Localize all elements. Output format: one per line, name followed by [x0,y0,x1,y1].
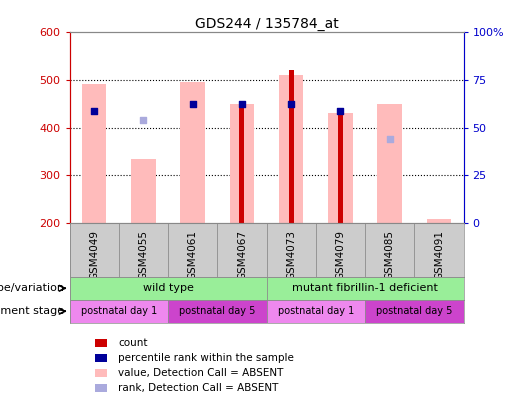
Point [386,136,394,143]
Text: value, Detection Call = ABSENT: value, Detection Call = ABSENT [118,368,284,378]
Text: development stage: development stage [0,306,64,316]
Bar [365,223,414,277]
Point [336,108,345,114]
Text: GSM4073: GSM4073 [286,230,296,280]
Text: GSM4085: GSM4085 [385,230,394,280]
Text: GSM4055: GSM4055 [139,230,148,280]
Text: GSM4067: GSM4067 [237,230,247,280]
Bar [267,300,365,323]
Bar [328,113,353,223]
Text: GSM4061: GSM4061 [187,230,198,280]
Point [188,100,197,107]
Title: GDS244 / 135784_at: GDS244 / 135784_at [195,17,338,30]
Text: postnatal day 1: postnatal day 1 [81,306,157,316]
Bar [70,223,119,277]
Text: postnatal day 5: postnatal day 5 [376,306,453,316]
Bar [316,223,365,277]
Text: count: count [118,338,148,348]
Text: GSM4079: GSM4079 [335,230,346,280]
Bar [377,103,402,223]
Text: mutant fibrillin-1 deficient: mutant fibrillin-1 deficient [292,283,438,293]
Bar [267,277,464,300]
Bar [230,103,254,223]
Text: postnatal day 5: postnatal day 5 [179,306,255,316]
Bar [365,300,464,323]
Bar [279,75,303,223]
Point [238,100,246,107]
Point [90,108,98,114]
Bar [70,300,168,323]
Bar [131,159,156,223]
Bar [338,113,343,223]
Text: percentile rank within the sample: percentile rank within the sample [118,353,295,363]
Bar [82,84,107,223]
Bar [426,219,451,223]
Text: wild type: wild type [143,283,194,293]
Bar [168,223,217,277]
Bar [168,300,267,323]
Bar [267,223,316,277]
Bar [180,82,205,223]
Text: genotype/variation: genotype/variation [0,283,64,293]
Bar [217,223,267,277]
Text: postnatal day 1: postnatal day 1 [278,306,354,316]
Bar [414,223,464,277]
Bar [119,223,168,277]
Text: rank, Detection Call = ABSENT: rank, Detection Call = ABSENT [118,383,279,393]
Text: GSM4049: GSM4049 [89,230,99,280]
Bar [289,70,294,223]
Text: GSM4091: GSM4091 [434,230,444,280]
Point [139,117,147,124]
Bar [70,277,267,300]
Bar [239,101,244,223]
Point [287,100,295,107]
